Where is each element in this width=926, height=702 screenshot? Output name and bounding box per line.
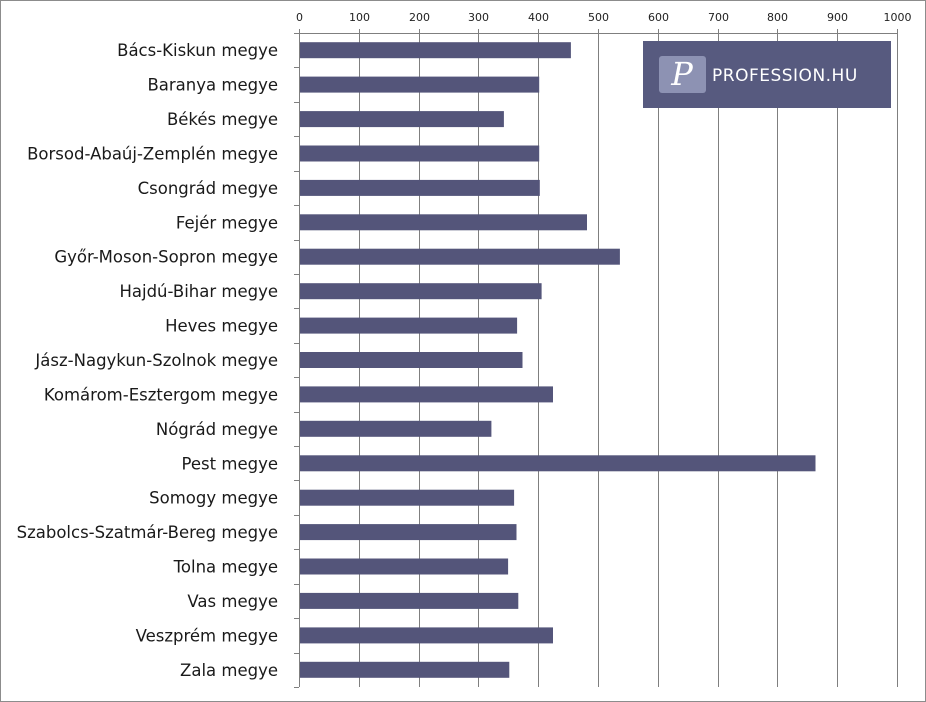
category-label: Komárom-Esztergom megye: [44, 385, 278, 404]
logo-text: PROFESSION.HU: [712, 66, 858, 86]
bar: [300, 627, 553, 644]
bar: [300, 455, 816, 472]
category-label: Tolna megye: [173, 558, 278, 577]
category-label: Borsod-Abaúj-Zemplén megye: [27, 145, 278, 164]
category-label: Nógrád megye: [156, 420, 278, 439]
bar: [300, 283, 542, 300]
x-tick-label: 600: [648, 11, 669, 24]
x-tick-label: 400: [528, 11, 549, 24]
category-label: Fejér megye: [176, 213, 278, 232]
x-tick-label: 700: [708, 11, 729, 24]
category-label: Győr-Moson-Sopron megye: [54, 248, 278, 267]
x-tick-label: 500: [588, 11, 609, 24]
bar: [300, 76, 540, 93]
bar: [300, 524, 517, 541]
category-label: Bács-Kiskun megye: [117, 41, 278, 60]
category-label: Csongrád megye: [138, 179, 278, 198]
bar: [300, 42, 571, 59]
grid-lines: [294, 29, 898, 688]
category-label: Békés megye: [167, 110, 278, 129]
bar: [300, 661, 510, 678]
bar: [300, 489, 515, 506]
bar: [300, 145, 540, 162]
bar: [300, 214, 587, 231]
bar: [300, 558, 509, 575]
category-label: Somogy megye: [149, 489, 278, 508]
category-label: Zala megye: [180, 661, 278, 680]
x-tick-label: 300: [468, 11, 489, 24]
x-tick-label: 800: [767, 11, 788, 24]
bars: [300, 42, 816, 678]
bar: [300, 179, 540, 196]
logo-badge: [659, 56, 706, 93]
x-tick-label: 0: [296, 11, 303, 24]
bar: [300, 420, 492, 437]
bar: [300, 248, 620, 265]
bar: [300, 317, 518, 334]
x-axis-ticks: 0 100 200 300 400 500 600 700 800 900 1000: [296, 11, 912, 24]
category-label: Vas megye: [187, 592, 278, 611]
x-tick-label: 900: [827, 11, 848, 24]
profession-hu-logo: P PROFESSION.HU: [643, 41, 891, 108]
category-label: Jász-Nagykun-Szolnok megye: [34, 351, 278, 370]
x-tick-label: 200: [409, 11, 430, 24]
category-label: Veszprém megye: [136, 626, 278, 645]
category-label: Baranya megye: [147, 76, 278, 95]
x-tick-label: 1000: [884, 11, 912, 24]
category-labels: Bács-Kiskun megye Baranya megye Békés megy…: [17, 41, 278, 680]
logo-p-icon: P: [670, 55, 693, 93]
category-label: Hajdú-Bihar megye: [119, 282, 278, 301]
category-label: Heves megye: [165, 317, 278, 336]
category-label: Pest megye: [182, 454, 278, 473]
bar: [300, 592, 519, 609]
x-tick-label: 100: [349, 11, 370, 24]
bar: [300, 386, 553, 403]
category-label: Szabolcs-Szatmár-Bereg megye: [17, 523, 278, 542]
bar: [300, 352, 523, 368]
bar: [300, 111, 504, 128]
